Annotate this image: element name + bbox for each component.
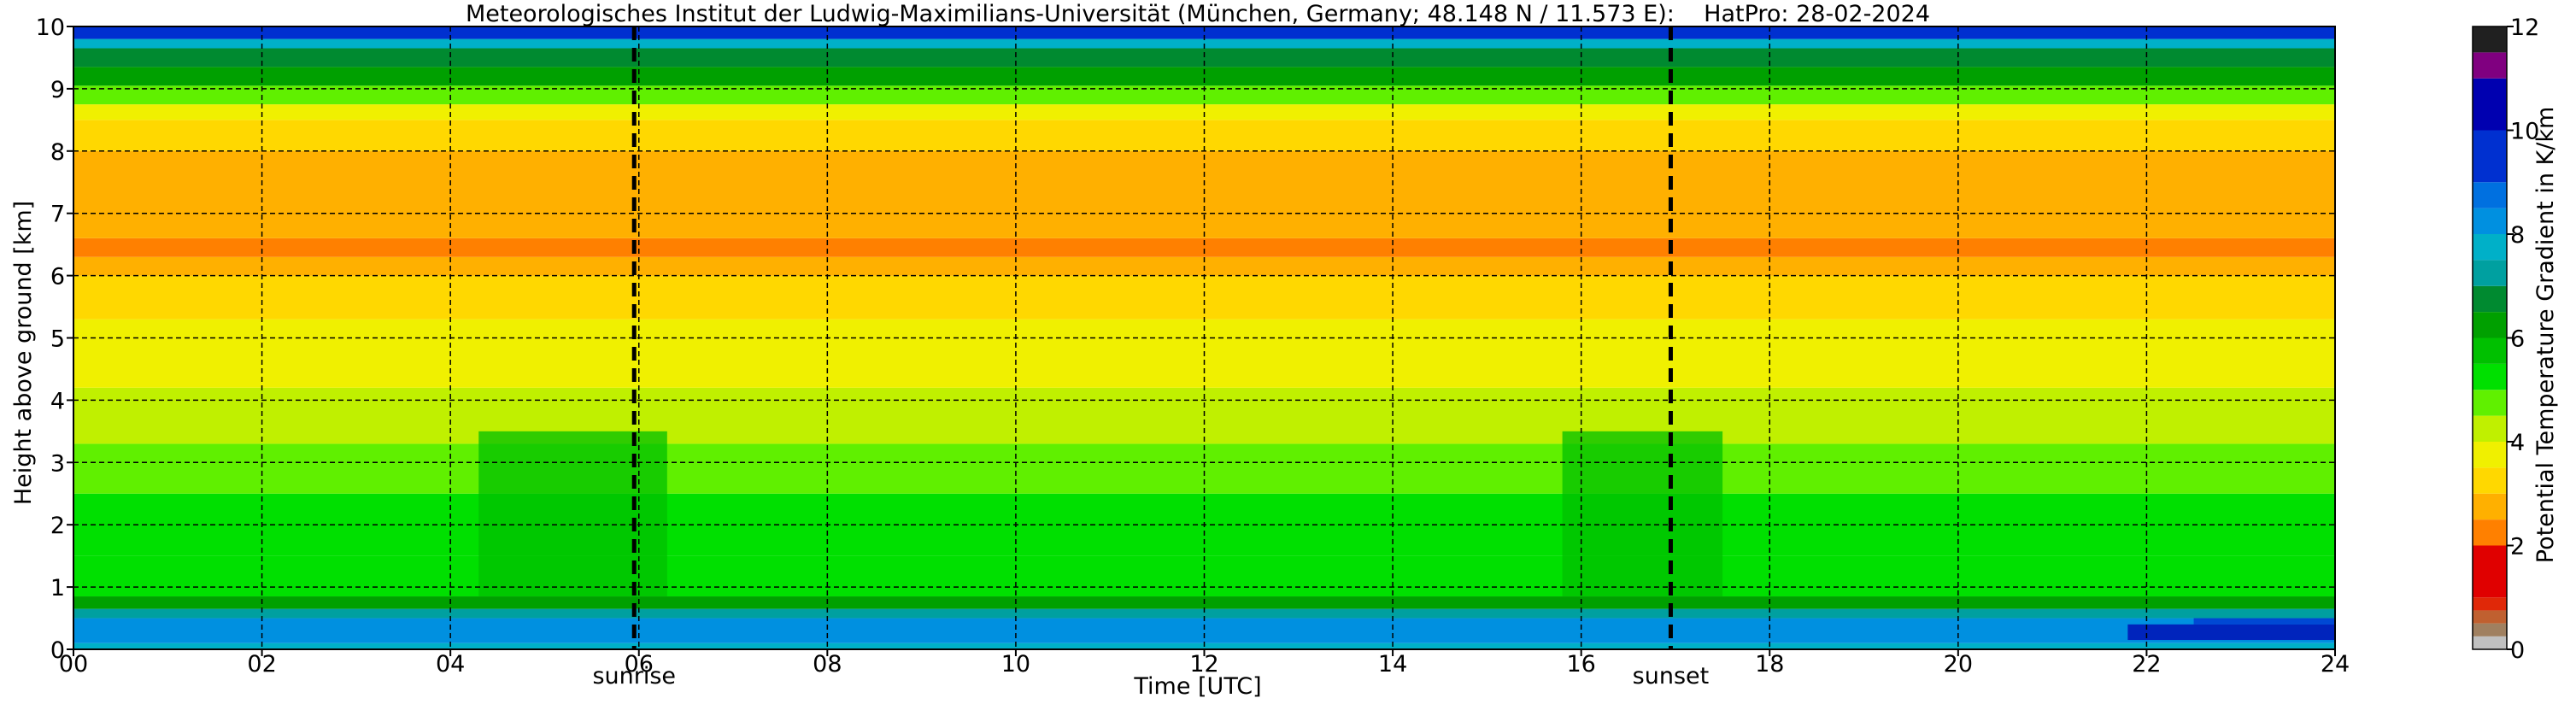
y-tick-label: 3 — [50, 450, 65, 477]
y-tick-label: 5 — [50, 326, 65, 353]
y-tick-label: 4 — [50, 388, 65, 414]
colorbar-tick-label: 8 — [2510, 222, 2525, 249]
y-axis-label: Height above ground [km] — [10, 201, 37, 505]
colorbar-tick-label: 0 — [2510, 637, 2525, 664]
colorbar-tick-label: 4 — [2510, 430, 2525, 456]
x-tick-label: 04 — [436, 651, 465, 678]
colorbar-band — [2473, 234, 2507, 261]
colorbar-band — [2473, 337, 2507, 364]
y-tick-label: 7 — [50, 202, 65, 228]
heatmap-feature — [1562, 431, 1723, 597]
y-tick-label: 1 — [50, 575, 65, 601]
y-tick-label: 6 — [50, 264, 65, 290]
y-axis: 0 1 2 3 4 5 6 7 8 9 10 — [36, 15, 73, 664]
y-tick-label: 2 — [50, 513, 65, 539]
colorbar-band — [2473, 130, 2507, 183]
x-tick-label: 10 — [1001, 651, 1030, 678]
x-tick-label: 00 — [59, 651, 88, 678]
colorbar-band — [2473, 285, 2507, 313]
y-tick-label: 0 — [50, 637, 65, 664]
x-tick-label: 02 — [247, 651, 276, 678]
x-tick-label: 08 — [813, 651, 842, 678]
x-tick-label: 12 — [1189, 651, 1218, 678]
colorbar-tick-label: 12 — [2510, 15, 2539, 41]
x-axis-label: Time [UTC] — [1133, 673, 1261, 700]
colorbar-tick-label: 2 — [2510, 534, 2525, 560]
colorbar: 0 2 4 6 8 10 12 — [2472, 15, 2539, 664]
x-tick-label: 24 — [2321, 651, 2350, 678]
heatmap-layer — [73, 443, 2335, 494]
heatmap-feature — [2127, 624, 2335, 641]
x-tick-label: 16 — [1566, 651, 1595, 678]
plot-area: sunrise sunset — [73, 26, 2336, 689]
event-label: sunrise — [592, 663, 676, 689]
heatmap-feature — [2193, 618, 2335, 625]
x-tick-label: 20 — [1944, 651, 1973, 678]
colorbar-band — [2473, 26, 2507, 53]
colorbar-band — [2473, 467, 2507, 494]
colorbar-band — [2473, 636, 2507, 649]
x-axis: 00 02 04 06 08 10 12 14 16 18 20 22 24 — [59, 649, 2350, 678]
colorbar-label: Potential Temperature Gradient in K/km — [2532, 107, 2559, 564]
colorbar-band — [2473, 493, 2507, 520]
x-tick-label: 22 — [2132, 651, 2161, 678]
colorbar-band — [2473, 78, 2507, 131]
colorbar-band — [2473, 545, 2507, 598]
colorbar-tick-label: 6 — [2510, 326, 2525, 353]
colorbar-band — [2473, 415, 2507, 442]
y-tick-label: 10 — [36, 15, 65, 41]
colorbar-tick-label: 10 — [2510, 119, 2539, 145]
colorbar-band — [2473, 390, 2507, 416]
y-tick-label: 8 — [50, 139, 65, 166]
colorbar-band — [2473, 442, 2507, 468]
colorbar-band — [2473, 208, 2507, 234]
colorbar-band — [2473, 363, 2507, 390]
heatmap-layer — [73, 608, 2335, 619]
x-tick-label: 18 — [1755, 651, 1784, 678]
colorbar-band — [2473, 52, 2507, 79]
event-label: sunset — [1633, 663, 1710, 689]
x-tick-label: 06 — [625, 651, 654, 678]
colorbar-band — [2473, 597, 2507, 611]
y-tick-label: 9 — [50, 77, 65, 103]
x-tick-label: 14 — [1378, 651, 1407, 678]
colorbar-band — [2473, 519, 2507, 546]
colorbar-band — [2473, 312, 2507, 338]
colorbar-band — [2473, 623, 2507, 637]
colorbar-band — [2473, 610, 2507, 624]
chart-title: Meteorologisches Institut der Ludwig-Max… — [466, 1, 1930, 27]
heatmap-layer — [73, 618, 2335, 643]
colorbar-band — [2473, 260, 2507, 286]
colorbar-band — [2473, 182, 2507, 208]
